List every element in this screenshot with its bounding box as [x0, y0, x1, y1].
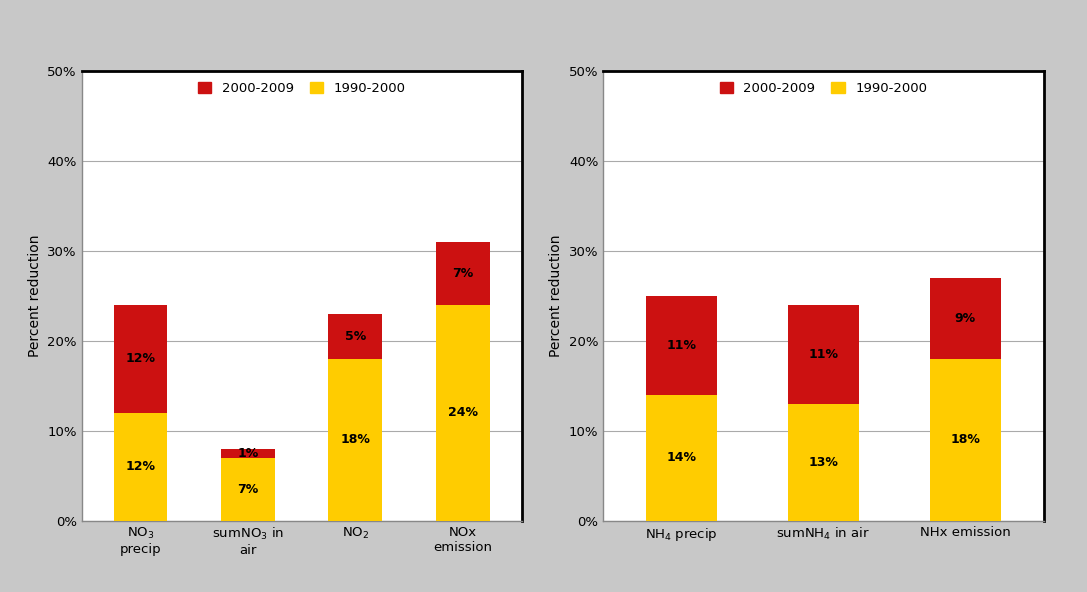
- Bar: [328, 359, 383, 521]
- Y-axis label: Percent reduction: Percent reduction: [549, 235, 563, 357]
- Text: 7%: 7%: [237, 483, 259, 496]
- Bar: [328, 314, 383, 359]
- Text: 1%: 1%: [237, 447, 259, 460]
- Bar: [929, 278, 1001, 359]
- Text: 5%: 5%: [345, 330, 366, 343]
- Text: 11%: 11%: [809, 348, 838, 361]
- Bar: [114, 413, 167, 521]
- Bar: [646, 395, 717, 521]
- Bar: [436, 242, 489, 305]
- Bar: [436, 305, 489, 521]
- Text: 12%: 12%: [126, 352, 155, 365]
- Bar: [221, 449, 275, 458]
- Text: 18%: 18%: [340, 433, 371, 446]
- Legend: 2000-2009, 1990-2000: 2000-2009, 1990-2000: [193, 78, 410, 99]
- Text: 18%: 18%: [950, 433, 980, 446]
- Y-axis label: Percent reduction: Percent reduction: [27, 235, 41, 357]
- Legend: 2000-2009, 1990-2000: 2000-2009, 1990-2000: [715, 78, 932, 99]
- Bar: [929, 359, 1001, 521]
- Bar: [114, 305, 167, 413]
- Text: 9%: 9%: [954, 312, 976, 325]
- Text: 13%: 13%: [809, 456, 838, 469]
- Bar: [788, 305, 859, 404]
- Bar: [788, 404, 859, 521]
- Text: 12%: 12%: [126, 461, 155, 474]
- Text: 11%: 11%: [666, 339, 697, 352]
- Text: 7%: 7%: [452, 267, 473, 280]
- Bar: [646, 296, 717, 395]
- Text: 24%: 24%: [448, 407, 477, 420]
- Bar: [221, 458, 275, 521]
- Text: 14%: 14%: [666, 452, 697, 465]
